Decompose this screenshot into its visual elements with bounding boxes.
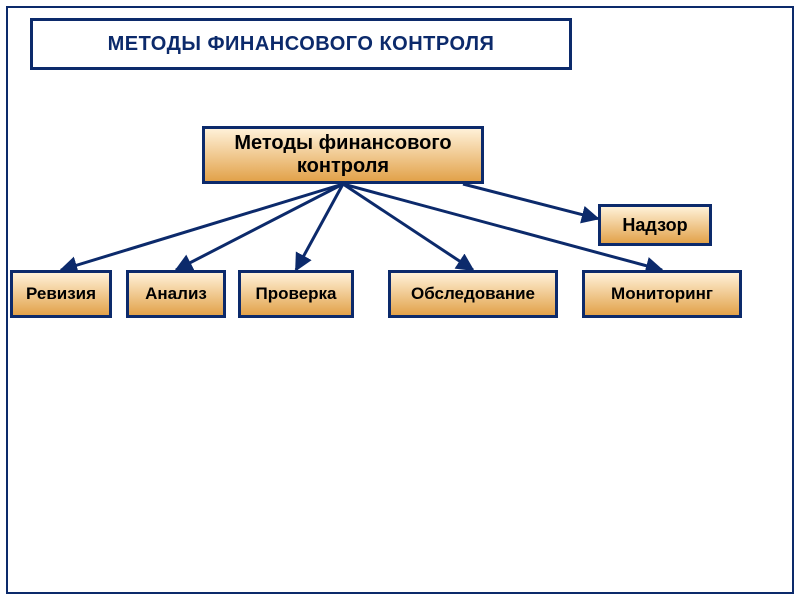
- leaf-node-survey: Обследование: [388, 270, 558, 318]
- leaf-node-label: Ревизия: [26, 284, 96, 304]
- leaf-node-label: Анализ: [145, 284, 207, 304]
- leaf-node-analysis: Анализ: [126, 270, 226, 318]
- leaf-node-label: Проверка: [255, 284, 336, 304]
- diagram-title: МЕТОДЫ ФИНАНСОВОГО КОНТРОЛЯ: [30, 18, 572, 70]
- leaf-node-label: Мониторинг: [611, 284, 713, 304]
- oversight-node-label: Надзор: [622, 215, 687, 236]
- leaf-node-label: Обследование: [411, 284, 535, 304]
- root-node-label: Методы финансового контроля: [209, 132, 477, 178]
- root-node: Методы финансового контроля: [202, 126, 484, 184]
- diagram-title-text: МЕТОДЫ ФИНАНСОВОГО КОНТРОЛЯ: [108, 33, 495, 56]
- oversight-node: Надзор: [598, 204, 712, 246]
- leaf-node-revision: Ревизия: [10, 270, 112, 318]
- leaf-node-monitoring: Мониторинг: [582, 270, 742, 318]
- leaf-node-check: Проверка: [238, 270, 354, 318]
